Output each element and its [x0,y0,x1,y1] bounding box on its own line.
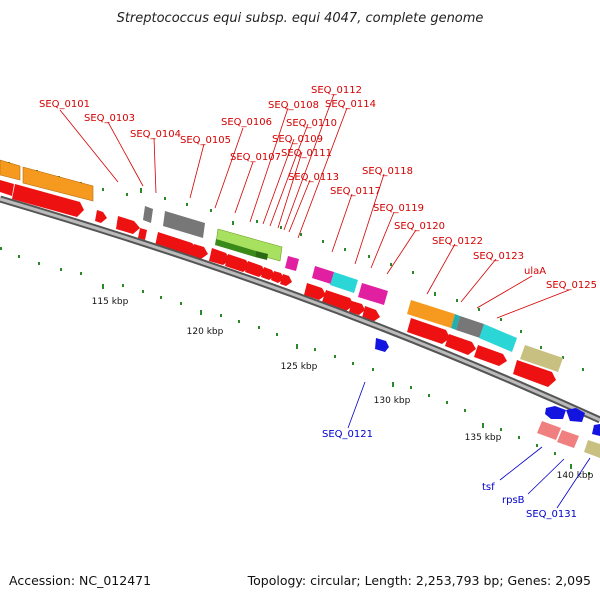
gene-label-seq-0117: SEQ_0117 [330,186,381,197]
forward-cds-arrows [0,180,556,387]
scale-label-135: 135 kbp [465,433,502,443]
forward-features [0,159,563,372]
gene-label-seq-0118: SEQ_0118 [362,166,413,177]
gene-label-seq-0121: SEQ_0121 [322,429,373,440]
forward-gene-labels: SEQ_0101 SEQ_0103 SEQ_0104 SEQ_0105 SEQ_… [39,85,597,291]
forward-leader-lines [59,93,570,319]
gene-label-seq-0111: SEQ_0111 [281,148,332,159]
gene-label-seq-0101: SEQ_0101 [39,99,90,110]
gene-label-seq-0122: SEQ_0122 [432,236,483,247]
topology-text: Topology: circular; Length: 2,253,793 bp… [247,573,591,588]
gene-label-seq-0103: SEQ_0103 [84,113,135,124]
gene-label-seq-0107: SEQ_0107 [230,152,281,163]
scale-label-115: 115 kbp [92,297,129,307]
gene-label-ulaa: ulaA [524,266,546,277]
gene-label-seq-0125: SEQ_0125 [546,280,597,291]
gene-label-seq-0120: SEQ_0120 [394,221,445,232]
reverse-features [375,338,600,458]
gene-label-seq-0104: SEQ_0104 [130,129,181,140]
inner-scale-ring [0,247,590,475]
gene-label-rpsb: rpsB [502,495,525,506]
reverse-gene-labels: SEQ_0121 tsf rpsB SEQ_0131 [322,429,577,520]
scale-labels: 115 kbp 120 kbp 125 kbp 130 kbp 135 kbp … [92,297,594,481]
gene-label-tsf: tsf [482,482,495,493]
map-title: Streptococcus equi subsp. equi 4047, com… [117,11,484,26]
gene-label-seq-0109: SEQ_0109 [272,134,323,145]
gene-label-seq-0106: SEQ_0106 [221,117,272,128]
gene-label-seq-0119: SEQ_0119 [373,203,424,214]
gene-label-seq-0110: SEQ_0110 [286,118,337,129]
gene-label-seq-0123: SEQ_0123 [473,251,524,262]
reverse-leader-lines [347,381,591,509]
scale-label-120: 120 kbp [187,327,224,337]
gene-label-seq-0114: SEQ_0114 [325,99,376,110]
gene-label-seq-0131: SEQ_0131 [526,509,577,520]
scale-label-130: 130 kbp [374,396,411,406]
gene-label-seq-0112: SEQ_0112 [311,85,362,96]
gene-label-seq-0113: SEQ_0113 [288,172,339,183]
scale-label-140: 140 kbp [557,471,594,481]
gene-label-seq-0108: SEQ_0108 [268,100,319,111]
scale-label-125: 125 kbp [281,362,318,372]
genome-backbone [0,195,600,424]
gene-label-seq-0105: SEQ_0105 [180,135,231,146]
accession-text: Accession: NC_012471 [9,573,151,588]
